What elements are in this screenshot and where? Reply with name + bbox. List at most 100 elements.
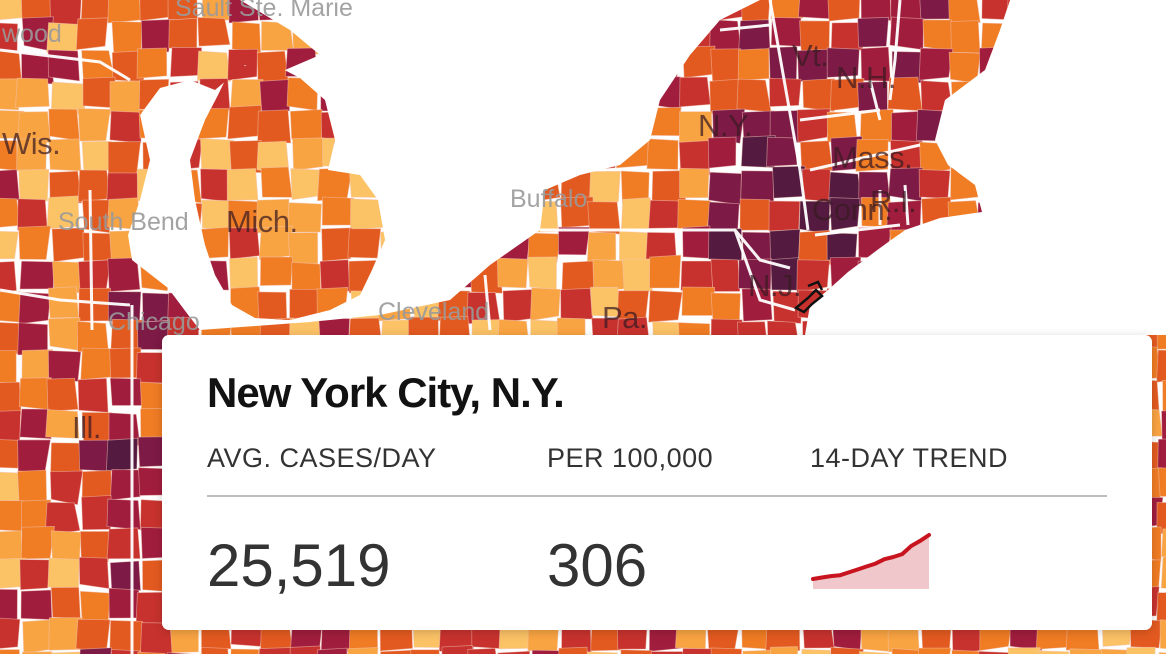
county-cell[interactable]: [19, 260, 55, 290]
county-cell[interactable]: [497, 196, 533, 229]
county-cell[interactable]: [0, 500, 24, 532]
county-cell[interactable]: [1160, 112, 1166, 146]
county-cell[interactable]: [560, 0, 593, 21]
county-cell[interactable]: [500, 78, 534, 114]
county-cell[interactable]: [766, 136, 798, 167]
county-cell[interactable]: [320, 17, 354, 51]
county-cell[interactable]: [139, 257, 174, 292]
county-cell[interactable]: [227, 104, 262, 140]
county-cell[interactable]: [1127, 136, 1161, 169]
county-cell[interactable]: [259, 79, 291, 112]
county-cell[interactable]: [829, 197, 861, 231]
county-cell[interactable]: [591, 111, 622, 144]
county-cell[interactable]: [75, 17, 109, 51]
county-cell[interactable]: [441, 168, 475, 201]
county-cell[interactable]: [289, 288, 322, 322]
county-cell[interactable]: [257, 647, 292, 654]
county-cell[interactable]: [0, 260, 17, 296]
county-cell[interactable]: [1159, 290, 1166, 323]
county-cell[interactable]: [286, 77, 319, 111]
county-cell[interactable]: [82, 232, 113, 262]
county-cell[interactable]: [922, 19, 956, 52]
county-cell[interactable]: [350, 290, 383, 323]
county-cell[interactable]: [649, 254, 682, 289]
county-cell[interactable]: [1009, 288, 1040, 319]
county-cell[interactable]: [918, 0, 951, 20]
county-cell[interactable]: [15, 77, 50, 108]
county-cell[interactable]: [556, 139, 592, 168]
county-cell[interactable]: [17, 198, 48, 231]
county-cell[interactable]: [171, 232, 206, 265]
county-cell[interactable]: [17, 469, 48, 504]
county-cell[interactable]: [1160, 258, 1166, 289]
county-cell[interactable]: [467, 647, 501, 654]
county-cell[interactable]: [1100, 261, 1133, 293]
county-cell[interactable]: [1098, 111, 1131, 144]
county-cell[interactable]: [801, 168, 833, 203]
county-cell[interactable]: [1161, 528, 1166, 562]
county-cell[interactable]: [196, 50, 232, 82]
county-cell[interactable]: [380, 649, 413, 654]
county-cell[interactable]: [409, 261, 442, 294]
county-cell[interactable]: [46, 377, 79, 413]
county-cell[interactable]: [919, 229, 955, 262]
county-cell[interactable]: [170, 201, 203, 234]
county-cell[interactable]: [1069, 166, 1103, 200]
county-cell[interactable]: [75, 618, 111, 653]
county-cell[interactable]: [1071, 198, 1103, 232]
county-cell[interactable]: [381, 141, 415, 172]
county-cell[interactable]: [1098, 0, 1133, 24]
county-cell[interactable]: [350, 47, 381, 81]
county-cell[interactable]: [292, 137, 325, 171]
county-cell[interactable]: [1156, 18, 1166, 52]
county-cell[interactable]: [138, 78, 170, 111]
county-cell[interactable]: [378, 79, 412, 111]
county-cell[interactable]: [0, 0, 24, 21]
county-cell[interactable]: [405, 137, 441, 169]
county-cell[interactable]: [321, 0, 350, 18]
county-cell[interactable]: [286, 202, 322, 233]
county-cell[interactable]: [649, 48, 679, 79]
county-cell[interactable]: [105, 437, 139, 472]
county-cell[interactable]: [650, 651, 684, 654]
county-cell[interactable]: [979, 46, 1010, 82]
county-cell[interactable]: [109, 230, 143, 262]
county-cell[interactable]: [618, 230, 649, 264]
county-cell[interactable]: [1038, 141, 1073, 176]
county-cell[interactable]: [950, 80, 984, 116]
county-cell[interactable]: [1097, 228, 1127, 260]
county-cell[interactable]: [712, 0, 745, 22]
county-cell[interactable]: [77, 107, 111, 142]
county-cell[interactable]: [920, 259, 954, 293]
county-cell[interactable]: [619, 110, 653, 143]
county-cell[interactable]: [1035, 0, 1069, 21]
county-cell[interactable]: [411, 19, 442, 52]
county-cell[interactable]: [917, 287, 949, 319]
county-cell[interactable]: [829, 646, 865, 654]
county-cell[interactable]: [948, 0, 981, 24]
county-cell[interactable]: [228, 227, 261, 260]
county-cell[interactable]: [437, 229, 471, 260]
county-cell[interactable]: [621, 21, 654, 54]
county-cell[interactable]: [528, 142, 563, 176]
county-cell[interactable]: [1156, 349, 1166, 383]
county-cell[interactable]: [560, 287, 594, 320]
county-cell[interactable]: [45, 409, 80, 439]
county-cell[interactable]: [319, 259, 351, 292]
county-cell[interactable]: [1038, 201, 1073, 233]
county-cell[interactable]: [316, 167, 353, 202]
county-cell[interactable]: [1129, 260, 1161, 293]
county-cell[interactable]: [1130, 168, 1166, 199]
county-cell[interactable]: [78, 556, 110, 590]
county-cell[interactable]: [1067, 109, 1101, 143]
county-cell[interactable]: [47, 350, 82, 382]
county-cell[interactable]: [197, 260, 230, 291]
county-cell[interactable]: [1010, 138, 1044, 173]
county-cell[interactable]: [316, 647, 349, 654]
county-cell[interactable]: [139, 622, 175, 654]
county-cell[interactable]: [17, 439, 51, 473]
county-cell[interactable]: [380, 170, 414, 203]
county-cell[interactable]: [347, 647, 379, 654]
county-cell[interactable]: [1100, 648, 1135, 654]
county-cell[interactable]: [348, 259, 382, 294]
